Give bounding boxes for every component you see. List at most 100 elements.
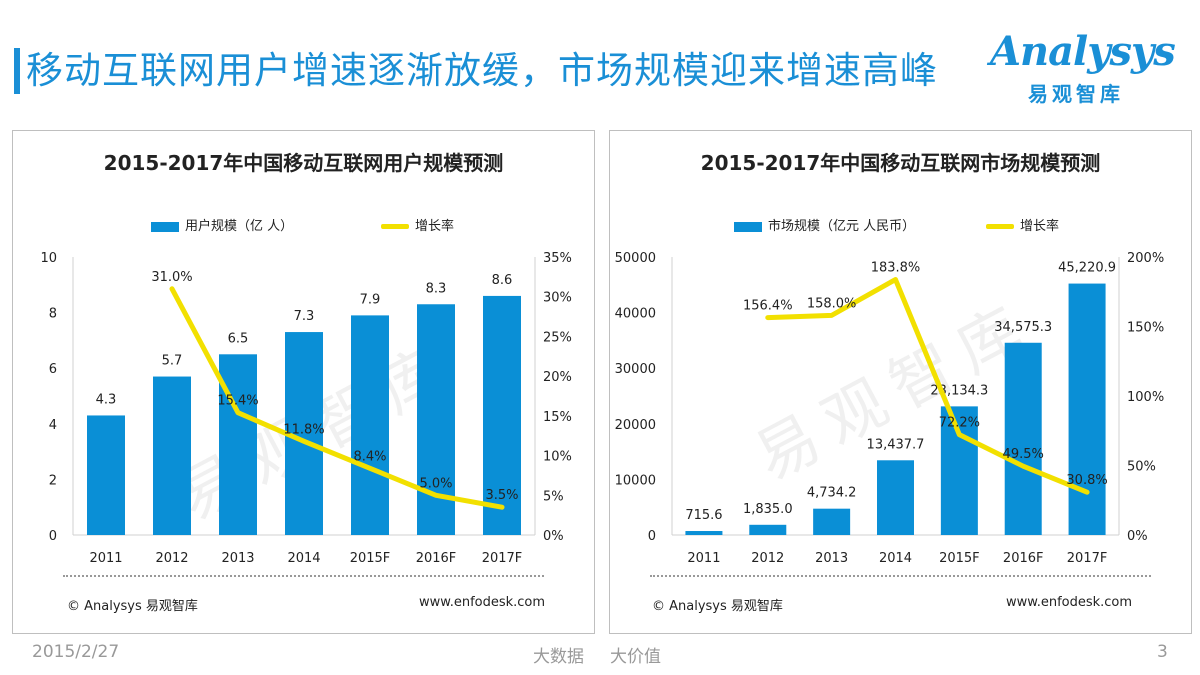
bar [940, 406, 978, 535]
bar [219, 354, 257, 535]
y-tick-label: 0 [49, 529, 57, 544]
footer-slogan-2: 大价值 [610, 647, 661, 667]
y-tick-label: 6 [49, 362, 57, 377]
divider [63, 575, 544, 577]
logo-wordmark: Analysys [990, 28, 1176, 75]
x-tick-label: 2012 [155, 551, 188, 566]
legend-bar-label: 用户规模（亿 人） [185, 219, 294, 234]
bar-data-label: 45,220.9 [1058, 261, 1116, 276]
site-url: www.enfodesk.com [1006, 595, 1133, 610]
y2-tick-label: 50% [1127, 460, 1156, 475]
y-tick-label: 50000 [615, 251, 656, 266]
market-scale-chart: 0 10000 20000 30000 40000 50000 0% 50% 100% 150% 2… [615, 251, 1165, 566]
growth-rate-line [765, 277, 1090, 495]
bar-data-label: 7.9 [360, 292, 381, 307]
user-scale-chart: 0 2 4 6 8 10 0% 5% 10% 15% 20% 25% 30% 35% 4.3 2011 5.7 2… [40, 251, 572, 566]
legend-bar-swatch [151, 221, 179, 232]
x-tick-label: 2015F [939, 551, 980, 566]
title-accent-bar [14, 48, 20, 94]
growth-rate-label: 72.2% [939, 416, 980, 431]
chart-title: 2015-2017年中国移动互联网市场规模预测 [700, 151, 1101, 175]
x-tick-label: 2017F [1067, 551, 1108, 566]
y2-tick-label: 15% [543, 410, 572, 425]
growth-rate-label: 156.4% [743, 299, 793, 314]
bar [877, 460, 914, 535]
growth-rate-line [169, 286, 505, 510]
bar [483, 295, 521, 535]
growth-rate-label: 8.4% [353, 449, 386, 464]
y2-tick-label: 25% [543, 330, 572, 345]
bar [1004, 342, 1042, 535]
bar-data-label: 4.3 [96, 392, 117, 407]
bar [1068, 283, 1106, 535]
footer-date: 2015/2/27 [32, 642, 120, 662]
footer-slogan-1: 大数据 [533, 647, 584, 667]
y2-tick-label: 5% [543, 489, 564, 504]
legend-bar-item: 用户规模（亿 人） [151, 215, 294, 234]
y-tick-label: 0 [648, 529, 656, 544]
legend-bar-label: 市场规模（亿元 人民币） [768, 219, 916, 234]
y-tick-label: 2 [49, 473, 57, 488]
bar-data-label: 13,437.7 [867, 437, 925, 452]
y2-tick-label: 100% [1127, 390, 1164, 405]
x-tick-label: 2016F [1003, 551, 1044, 566]
bar-data-label: 4,734.2 [807, 486, 857, 501]
bar [685, 531, 723, 535]
x-tick-label: 2013 [815, 551, 848, 566]
market-scale-chart-panel: 易观智库 2015-2017年中国移动互联网市场规模预测 市场规模（亿元 人民币… [609, 130, 1192, 634]
source-note: © Analysys 易观智库 [652, 599, 783, 614]
x-tick-label: 2016F [416, 551, 457, 566]
legend-bar-item: 市场规模（亿元 人民币） [734, 215, 916, 234]
y2-tick-label: 200% [1127, 251, 1164, 266]
page-title: 移动互联网用户增速逐渐放缓，市场规模迎来增速高峰 [26, 49, 938, 92]
y2-tick-label: 0% [543, 529, 564, 544]
legend-line-label: 增长率 [415, 219, 455, 234]
growth-rate-label: 15.4% [217, 394, 258, 409]
y2-tick-label: 20% [543, 370, 572, 385]
bar [813, 508, 851, 535]
bar [153, 376, 191, 535]
x-tick-label: 2011 [89, 551, 122, 566]
legend-line-swatch [381, 224, 409, 229]
legend-bar-swatch [734, 221, 762, 232]
x-tick-label: 2011 [687, 551, 720, 566]
y-tick-label: 10 [40, 251, 57, 266]
logo-chinese-name: 易观智库 [1028, 82, 1124, 106]
bar-data-label: 6.5 [228, 331, 249, 346]
y2-tick-label: 35% [543, 251, 572, 266]
divider [650, 575, 1151, 577]
x-tick-label: 2015F [350, 551, 391, 566]
growth-rate-label: 30.8% [1066, 473, 1107, 488]
y-tick-label: 40000 [615, 307, 656, 322]
chart-title: 2015-2017年中国移动互联网用户规模预测 [103, 151, 504, 175]
legend-line-item: 增长率 [381, 215, 455, 234]
x-tick-label: 2014 [879, 551, 912, 566]
bar-data-label: 34,575.3 [994, 320, 1052, 335]
x-tick-label: 2012 [751, 551, 784, 566]
y-tick-label: 10000 [615, 473, 656, 488]
y-tick-label: 8 [49, 307, 57, 322]
y-tick-label: 4 [49, 418, 57, 433]
growth-rate-label: 11.8% [283, 422, 324, 437]
analysys-logo: Analysys 易观智库 [990, 28, 1190, 108]
y2-tick-label: 30% [543, 291, 572, 306]
bar-data-label: 1,835.0 [743, 502, 793, 517]
bar [87, 415, 125, 535]
growth-rate-label: 158.0% [807, 296, 857, 311]
growth-rate-label: 49.5% [1003, 447, 1044, 462]
y2-tick-label: 10% [543, 450, 572, 465]
y-tick-label: 20000 [615, 418, 656, 433]
bar [351, 315, 389, 535]
x-tick-label: 2013 [221, 551, 254, 566]
bar [417, 304, 455, 535]
user-scale-chart-panel: 易观智库 2015-2017年中国移动互联网用户规模预测 用户规模（亿 人） 增… [12, 130, 595, 634]
bar-data-label: 8.6 [492, 273, 513, 288]
growth-rate-label: 5.0% [419, 476, 452, 491]
growth-rate-label: 183.8% [871, 261, 921, 276]
source-note: © Analysys 易观智库 [67, 599, 198, 614]
y2-tick-label: 0% [1127, 529, 1148, 544]
growth-rate-label: 31.0% [151, 270, 192, 285]
bar-data-label: 715.6 [685, 508, 722, 523]
legend-line-item: 增长率 [986, 215, 1059, 234]
x-tick-label: 2017F [482, 551, 523, 566]
